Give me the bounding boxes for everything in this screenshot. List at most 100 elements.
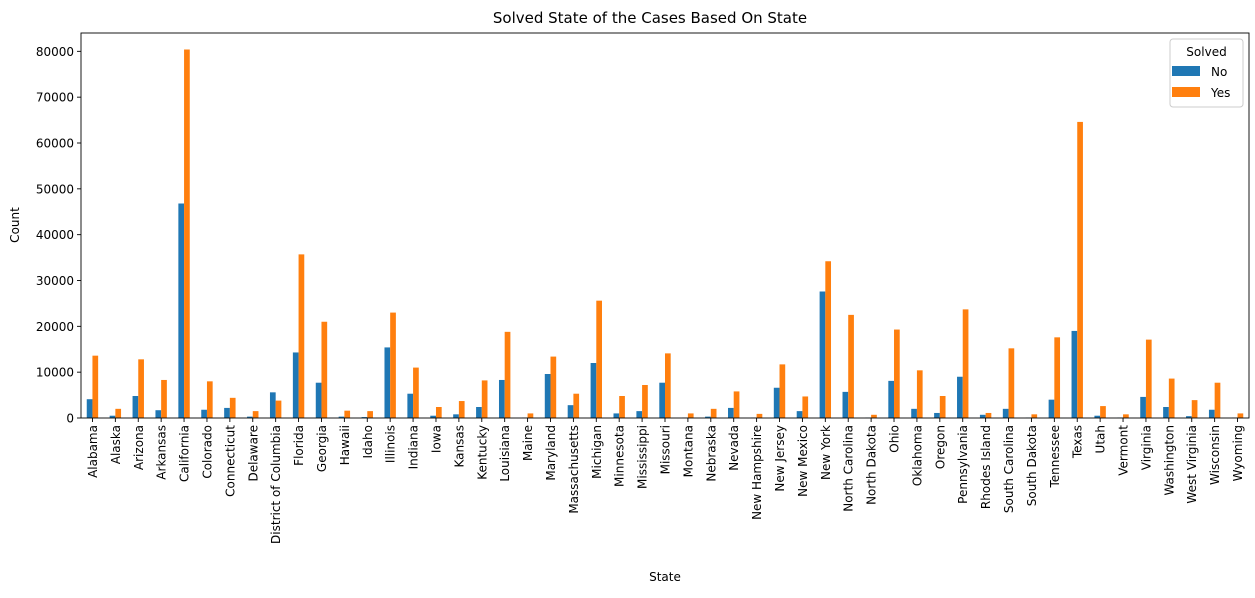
bar-yes-tennessee <box>1054 337 1060 418</box>
bar-yes-north-carolina <box>848 315 854 418</box>
x-tick-label: Louisiana <box>498 425 512 482</box>
y-tick-label: 60000 <box>36 137 74 151</box>
bar-no-wisconsin <box>1209 410 1215 418</box>
x-tick-label: New Jersey <box>773 425 787 492</box>
bar-no-indiana <box>407 394 413 418</box>
x-tick-label: Oklahoma <box>910 425 924 486</box>
x-tick-label: Wyoming <box>1231 425 1245 481</box>
bar-yes-arkansas <box>161 380 167 418</box>
x-tick-label: Oregon <box>933 425 947 469</box>
x-tick-label: Delaware <box>246 425 260 482</box>
legend-title: Solved <box>1186 45 1226 59</box>
bar-no-rhodes-island <box>980 415 986 418</box>
bar-yes-idaho <box>367 411 373 418</box>
x-tick-label: Massachusetts <box>567 425 581 514</box>
bar-yes-oregon <box>940 396 946 418</box>
legend-swatch-yes <box>1172 87 1200 97</box>
bar-yes-florida <box>299 254 305 418</box>
bar-yes-new-jersey <box>780 364 786 418</box>
bar-yes-maryland <box>550 357 556 418</box>
x-tick-label: New Mexico <box>796 425 810 497</box>
bar-yes-washington <box>1169 379 1175 418</box>
x-tick-label: Arizona <box>132 425 146 470</box>
bar-yes-new-york <box>825 261 831 418</box>
x-tick-label: Nevada <box>727 425 741 471</box>
x-tick-label: South Dakota <box>1025 425 1039 506</box>
bar-no-new-mexico <box>797 411 803 418</box>
bar-yes-district-of-columbia <box>276 401 282 418</box>
x-tick-label: Michigan <box>590 425 604 479</box>
bar-yes-utah <box>1100 406 1106 418</box>
bar-yes-mississippi <box>642 385 648 418</box>
bar-no-louisiana <box>499 380 505 418</box>
x-tick-label: Washington <box>1162 425 1176 496</box>
x-tick-label: Montana <box>681 425 695 477</box>
bar-yes-south-dakota <box>1031 414 1037 418</box>
legend-label-no: No <box>1211 65 1227 79</box>
bar-yes-alabama <box>92 356 98 418</box>
x-tick-label: New York <box>819 425 833 480</box>
x-tick-label: Maryland <box>544 425 558 481</box>
bar-yes-delaware <box>253 411 259 418</box>
bar-yes-michigan <box>596 301 602 418</box>
x-tick-label: Illinois <box>384 425 398 463</box>
bar-yes-illinois <box>390 313 396 418</box>
x-tick-label: Maine <box>521 425 535 461</box>
x-tick-label: Virginia <box>1139 425 1153 470</box>
x-tick-label: Wisconsin <box>1208 425 1222 485</box>
bar-yes-missouri <box>665 353 671 418</box>
bar-yes-massachusetts <box>573 394 579 418</box>
bar-yes-south-carolina <box>1009 348 1015 418</box>
x-tick-label: Mississippi <box>636 425 650 489</box>
x-tick-label: Indiana <box>407 425 421 469</box>
bar-yes-nevada <box>734 391 740 418</box>
bar-no-massachusetts <box>568 405 574 418</box>
bar-yes-georgia <box>321 322 327 418</box>
bar-yes-nebraska <box>711 409 717 418</box>
bar-no-washington <box>1163 407 1169 418</box>
x-tick-label: Alaska <box>109 425 123 464</box>
x-tick-label: Tennessee <box>1048 425 1062 489</box>
bar-yes-iowa <box>436 407 442 418</box>
bars-layer <box>87 50 1243 419</box>
x-tick-label: Florida <box>292 425 306 466</box>
bar-no-kentucky <box>476 407 482 418</box>
x-tick-label: Iowa <box>429 425 443 453</box>
bar-yes-montana <box>688 413 694 418</box>
y-tick-label: 70000 <box>36 91 74 105</box>
bar-yes-north-dakota <box>871 415 877 418</box>
x-tick-label: New Hampshire <box>750 425 764 520</box>
y-tick-label: 50000 <box>36 182 74 196</box>
x-tick-label: Utah <box>1094 425 1108 453</box>
bar-yes-texas <box>1077 122 1083 418</box>
x-tick-label: Connecticut <box>223 425 237 497</box>
bar-no-texas <box>1072 331 1078 418</box>
bar-yes-minnesota <box>619 396 625 418</box>
x-tick-label: Georgia <box>315 425 329 472</box>
x-tick-label: West Virginia <box>1185 425 1199 504</box>
bar-yes-colorado <box>207 381 213 418</box>
bar-no-connecticut <box>224 408 230 418</box>
x-axis-label: State <box>649 570 681 584</box>
bar-no-missouri <box>659 383 665 418</box>
x-tick-label: Missouri <box>659 425 673 474</box>
x-tick-label: Colorado <box>200 425 214 479</box>
bar-no-ohio <box>888 381 894 418</box>
x-tick-label: Rhodes Island <box>979 425 993 509</box>
bar-yes-kansas <box>459 401 465 418</box>
x-tick-label: South Carolina <box>1002 425 1016 513</box>
y-tick-label: 40000 <box>36 228 74 242</box>
bar-no-colorado <box>201 410 207 418</box>
bar-no-pennsylvania <box>957 377 963 418</box>
bar-yes-louisiana <box>505 332 511 418</box>
bar-no-maryland <box>545 374 551 418</box>
legend-swatch-no <box>1172 66 1200 76</box>
bar-no-district-of-columbia <box>270 392 276 418</box>
bar-yes-kentucky <box>482 380 488 418</box>
x-tick-label: Vermont <box>1117 425 1131 476</box>
x-tick-label: Ohio <box>888 425 902 453</box>
x-tick-label: Hawaii <box>338 425 352 465</box>
y-tick-label: 0 <box>66 412 74 426</box>
